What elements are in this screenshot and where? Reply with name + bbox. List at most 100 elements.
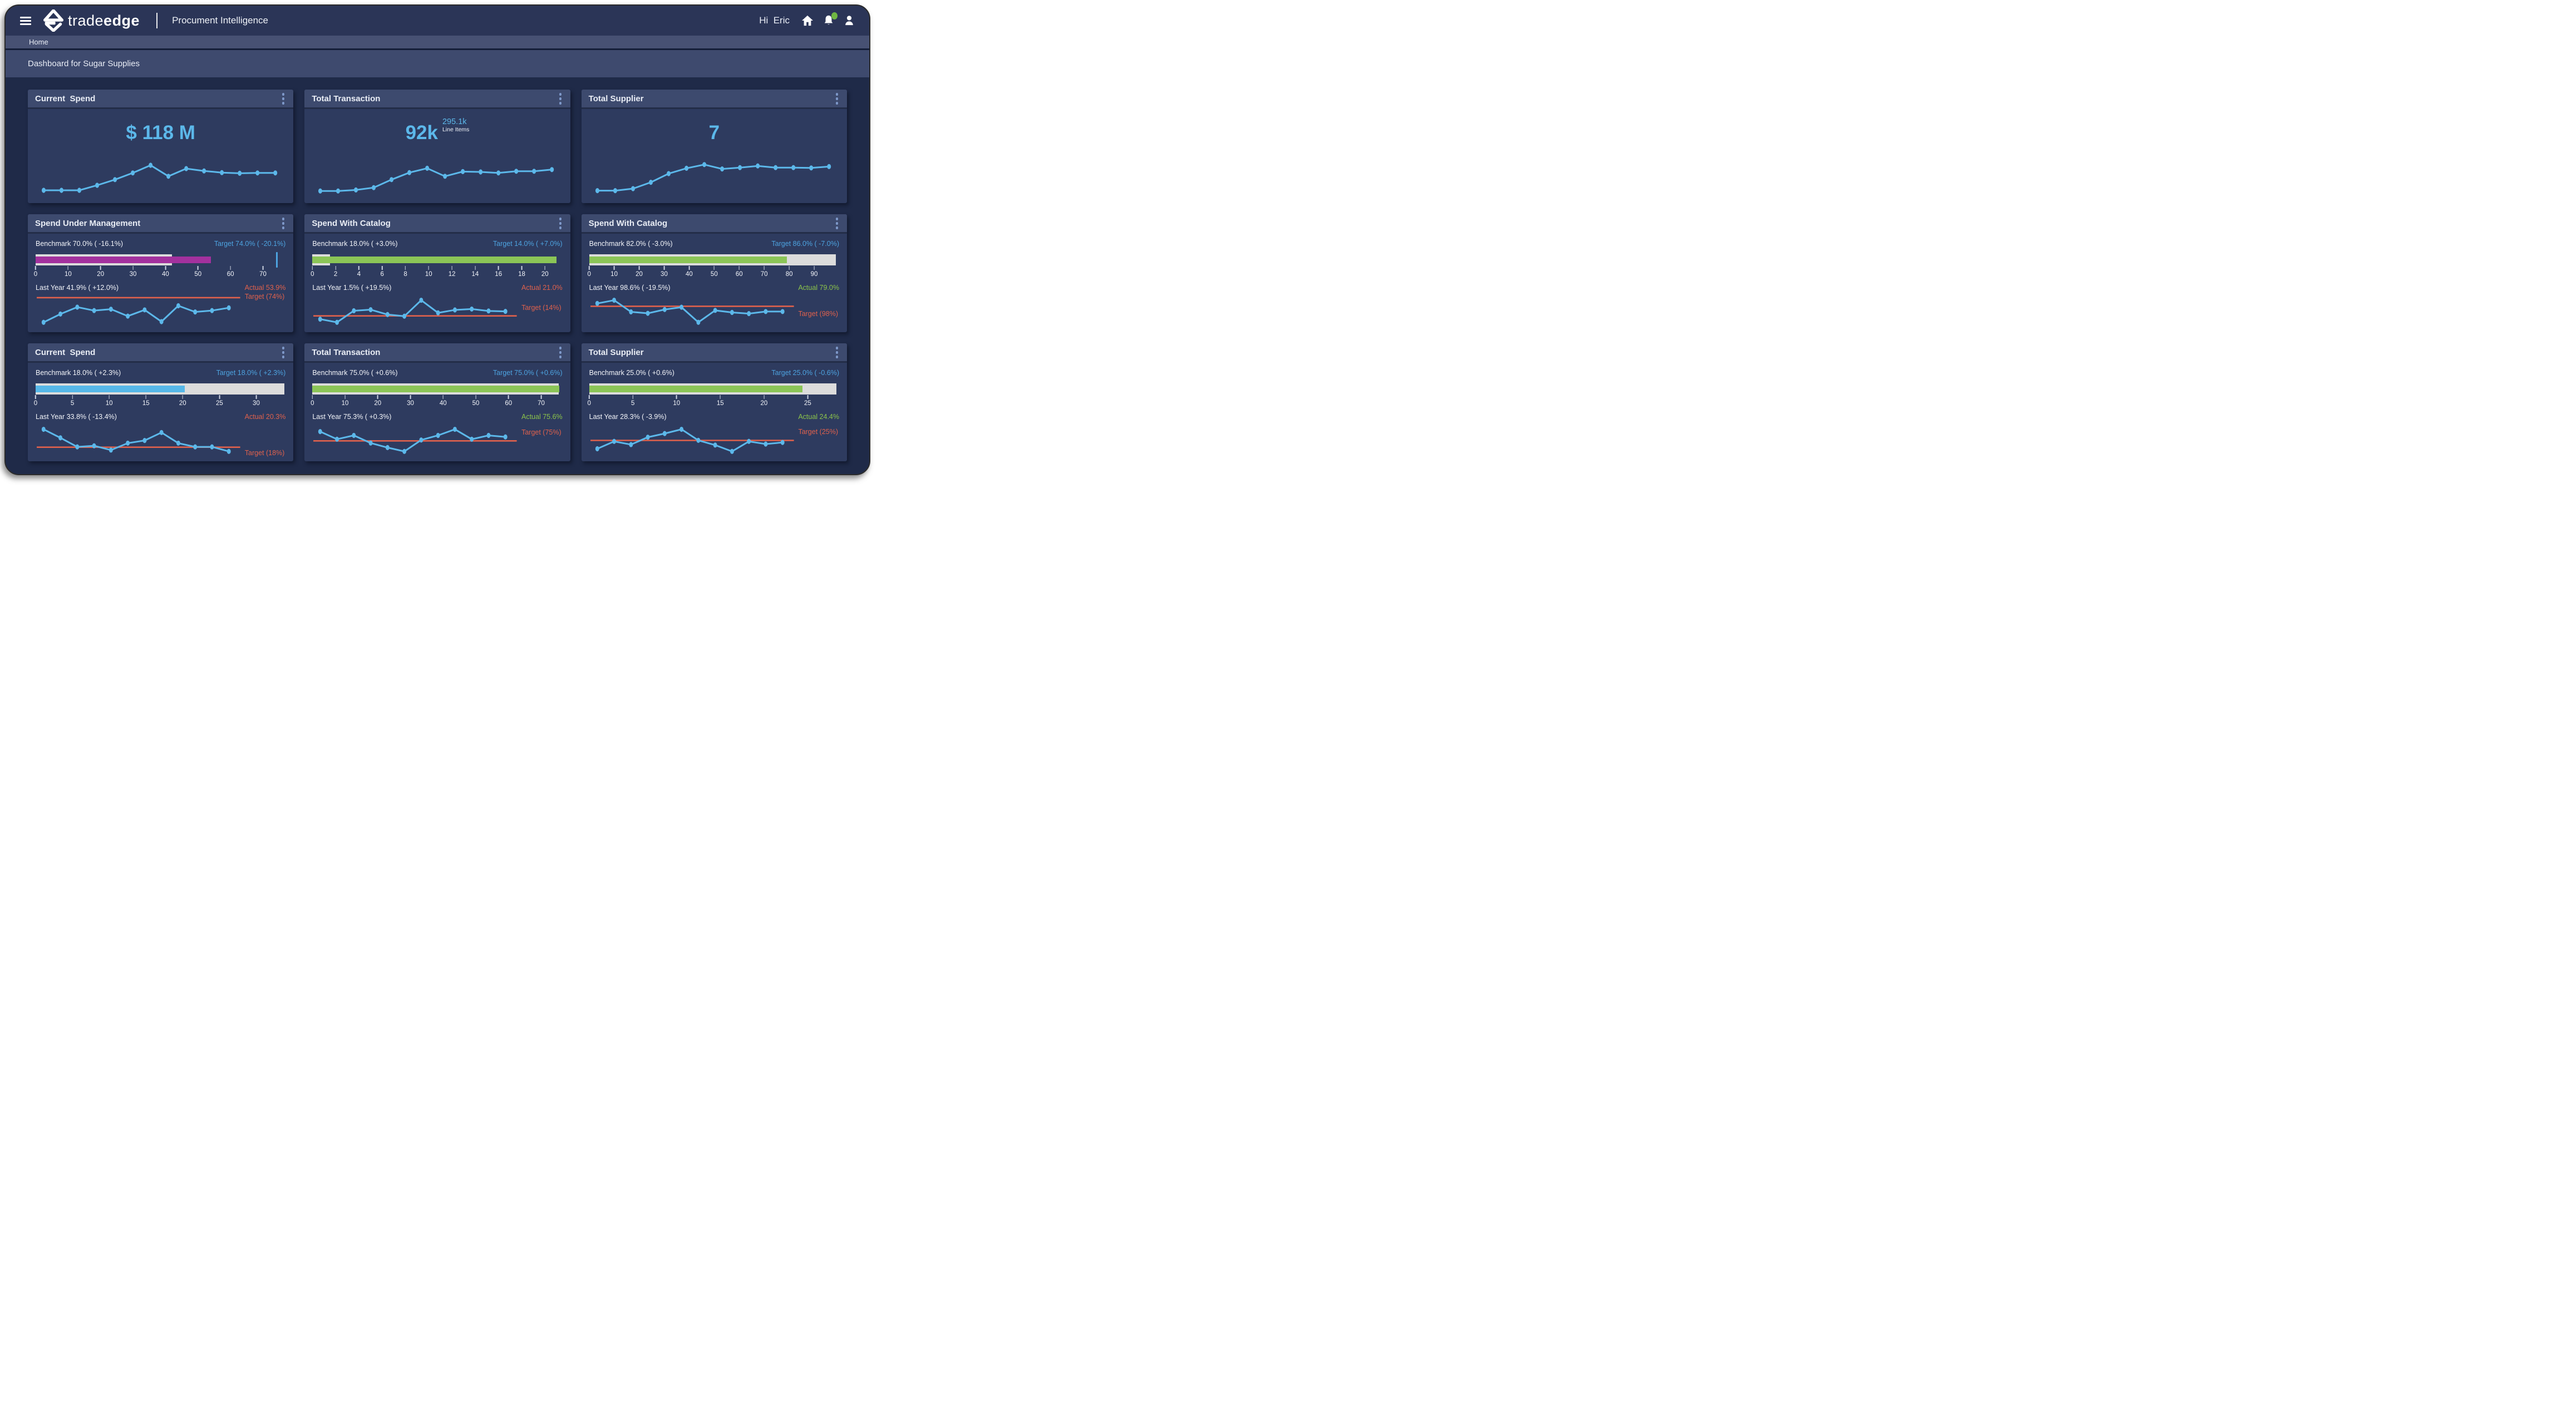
kebab-menu-icon[interactable] xyxy=(558,91,563,106)
user-greeting: Hi Eric xyxy=(759,15,790,26)
kebab-menu-icon[interactable] xyxy=(280,91,286,106)
card-body: 7 xyxy=(582,109,847,203)
home-icon[interactable] xyxy=(801,15,814,26)
axis-tick: 40 xyxy=(440,395,447,407)
axis-tick: 80 xyxy=(786,266,793,278)
axis-tick: 4 xyxy=(357,266,361,278)
axis-tick: 0 xyxy=(34,395,37,407)
bullet-actual-bar xyxy=(312,386,560,392)
card-body: Benchmark 18.0% ( +3.0%) Target 14.0% ( … xyxy=(304,234,570,332)
kpi-card: Total Transaction 92k 295.1k Line Items xyxy=(304,90,570,203)
target-label: Target 75.0% ( +0.6%) xyxy=(492,369,563,377)
actual-label: Actual 75.6% xyxy=(521,413,563,421)
actual-label: Actual 20.3% xyxy=(244,413,286,421)
last-year-label: Last Year 75.3% ( +0.3%) xyxy=(312,413,392,421)
kpi-subvalue: 295.1k Line Items xyxy=(442,117,470,133)
breadcrumb-bar: Home xyxy=(6,36,869,48)
bullet-axis: 0 10 20 30 40 50 60 70 xyxy=(34,266,285,281)
bullet-axis: 0 10 20 30 40 50 60 70 80 90 xyxy=(587,266,839,281)
user-icon[interactable] xyxy=(844,14,855,27)
bullet-target-marker xyxy=(275,252,278,268)
axis-tick: 8 xyxy=(403,266,407,278)
benchmark-label: Benchmark 18.0% ( +3.0%) xyxy=(312,240,398,248)
detail-card: Spend With Catalog Benchmark 82.0% ( -3.… xyxy=(581,214,847,332)
benchmark-label: Benchmark 18.0% ( +2.3%) xyxy=(36,369,121,377)
axis-tick: 5 xyxy=(631,395,634,407)
bullet-chart xyxy=(589,383,839,395)
bell-icon[interactable] xyxy=(823,12,838,27)
kpi-value: 92k xyxy=(405,122,438,144)
app-window: tradeedge Procument Intelligence Hi Eric… xyxy=(4,4,870,475)
card-header: Total Transaction xyxy=(304,343,570,363)
axis-tick: 70 xyxy=(761,266,768,278)
card-header: Total Transaction xyxy=(304,90,570,109)
dashboard-content: Current Spend $ 118 M Total Transaction … xyxy=(6,77,869,461)
actual-label: Actual 24.4% xyxy=(798,413,839,421)
kebab-menu-icon[interactable] xyxy=(834,91,840,106)
detail-card: Spend Under Management Benchmark 70.0% (… xyxy=(28,214,294,332)
card-title: Current Spend xyxy=(35,93,96,103)
axis-tick: 10 xyxy=(610,266,618,278)
kpi-subvalue-label: Line Items xyxy=(442,126,470,133)
bullet-axis: 0 10 20 30 40 50 60 70 xyxy=(311,395,562,410)
kpi-value: $ 118 M xyxy=(126,122,195,144)
axis-tick: 20 xyxy=(541,266,549,278)
card-title: Total Transaction xyxy=(312,93,381,103)
bullet-chart xyxy=(312,383,562,395)
detail-card: Total Transaction Benchmark 75.0% ( +0.6… xyxy=(304,343,570,461)
trend-target-label: Target (75%) xyxy=(521,428,562,437)
kpi-sparkline-chart xyxy=(588,155,840,199)
bullet-axis: 0 2 4 6 8 10 12 14 16 18 20 xyxy=(311,266,562,281)
card-title: Total Supplier xyxy=(588,93,644,103)
bullet-chart xyxy=(589,254,839,265)
trend-target-label: Target (25%) xyxy=(798,428,838,436)
kpi-value: 7 xyxy=(708,122,720,144)
breadcrumb-home[interactable]: Home xyxy=(29,38,48,46)
axis-tick: 0 xyxy=(587,395,591,407)
kebab-menu-icon[interactable] xyxy=(280,216,286,231)
detail-card: Total Supplier Benchmark 25.0% ( +0.6%) … xyxy=(581,343,847,461)
axis-tick: 60 xyxy=(505,395,512,407)
axis-tick: 60 xyxy=(736,266,743,278)
page-title-bar: Dashboard for Sugar Supplies xyxy=(6,50,869,77)
target-label: Target 14.0% ( +7.0%) xyxy=(492,240,563,248)
kebab-menu-icon[interactable] xyxy=(280,345,286,360)
card-title: Spend With Catalog xyxy=(588,218,668,228)
axis-tick: 25 xyxy=(804,395,811,407)
axis-tick: 14 xyxy=(472,266,479,278)
card-body: $ 118 M xyxy=(28,109,293,203)
trend-target-label: Target (74%) xyxy=(244,293,285,300)
benchmark-label: Benchmark 70.0% ( -16.1%) xyxy=(36,240,124,248)
kebab-menu-icon[interactable] xyxy=(834,216,840,231)
axis-tick: 12 xyxy=(449,266,456,278)
axis-tick: 50 xyxy=(711,266,718,278)
top-navbar: tradeedge Procument Intelligence Hi Eric xyxy=(6,6,869,36)
product-title: Procument Intelligence xyxy=(172,15,269,26)
last-year-label: Last Year 28.3% ( -3.9%) xyxy=(589,413,667,421)
axis-tick: 15 xyxy=(717,395,724,407)
benchmark-label: Benchmark 25.0% ( +0.6%) xyxy=(589,369,674,377)
menu-icon[interactable] xyxy=(20,16,31,25)
axis-tick: 30 xyxy=(253,395,260,407)
notification-badge xyxy=(831,12,838,19)
card-body: Benchmark 82.0% ( -3.0%) Target 86.0% ( … xyxy=(582,234,847,332)
axis-tick: 0 xyxy=(311,395,314,407)
kebab-menu-icon[interactable] xyxy=(834,345,840,360)
bullet-chart xyxy=(312,254,562,265)
last-year-label: Last Year 41.9% ( +12.0%) xyxy=(36,284,119,292)
axis-tick: 20 xyxy=(760,395,767,407)
axis-tick: 0 xyxy=(587,266,591,278)
kebab-menu-icon[interactable] xyxy=(558,216,563,231)
card-header: Current Spend xyxy=(28,90,294,109)
card-header: Spend Under Management xyxy=(28,214,294,234)
benchmark-label: Benchmark 75.0% ( +0.6%) xyxy=(312,369,398,377)
axis-tick: 30 xyxy=(407,395,414,407)
axis-tick: 10 xyxy=(106,395,113,407)
tradeedge-logo-icon xyxy=(43,9,63,32)
card-title: Total Supplier xyxy=(588,347,644,357)
trend-chart: Target (18%) xyxy=(36,423,285,457)
axis-tick: 60 xyxy=(227,266,234,278)
kebab-menu-icon[interactable] xyxy=(558,345,563,360)
axis-tick: 5 xyxy=(71,395,74,407)
axis-tick: 10 xyxy=(342,395,348,407)
